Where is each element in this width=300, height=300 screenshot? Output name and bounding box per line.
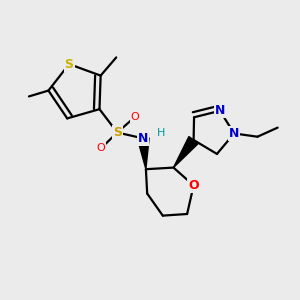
Text: S: S [113, 126, 122, 139]
Text: S: S [64, 58, 74, 70]
Text: O: O [188, 179, 199, 192]
Text: N: N [229, 127, 239, 140]
Polygon shape [173, 136, 198, 168]
Text: O: O [97, 143, 106, 153]
Text: N: N [215, 104, 225, 117]
Text: N: N [138, 132, 148, 145]
Polygon shape [137, 138, 149, 169]
Text: H: H [157, 128, 165, 137]
Text: O: O [130, 112, 139, 122]
